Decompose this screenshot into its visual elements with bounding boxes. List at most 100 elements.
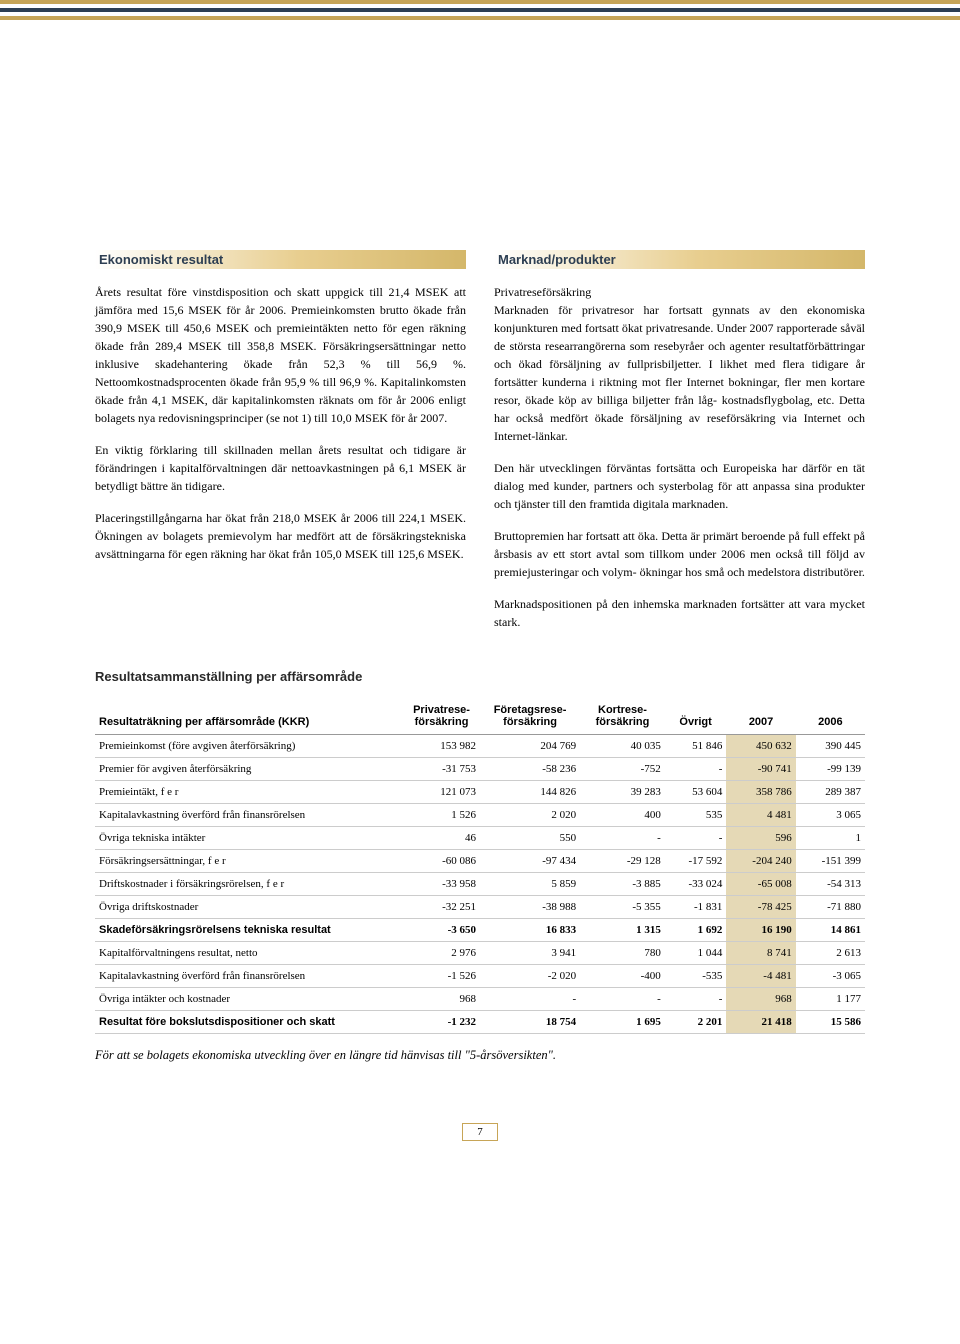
row-value: -: [480, 988, 580, 1011]
row-value: 1 526: [403, 804, 480, 827]
row-value: -2 020: [480, 965, 580, 988]
row-value: 16 833: [480, 919, 580, 942]
row-value: 5 859: [480, 873, 580, 896]
table-row: Resultat före bokslutsdispositioner och …: [95, 1011, 865, 1034]
row-value: 450 632: [726, 735, 795, 758]
row-label: Övriga tekniska intäkter: [95, 827, 403, 850]
row-value: 53 604: [665, 781, 727, 804]
table-row: Övriga intäkter och kostnader968---9681 …: [95, 988, 865, 1011]
table-title: Resultatsammanställning per affärsområde: [95, 669, 865, 684]
table-row: Skadeförsäkringsrörelsens tekniska resul…: [95, 919, 865, 942]
th-ovrigt: Övrigt: [665, 698, 727, 735]
row-value: -78 425: [726, 896, 795, 919]
th-2007: 2007: [726, 698, 795, 735]
row-label: Kapitalavkastning överförd från finansrö…: [95, 965, 403, 988]
row-value: 2 613: [796, 942, 865, 965]
row-label: Övriga driftskostnader: [95, 896, 403, 919]
row-value: -17 592: [665, 850, 727, 873]
heading-ekonomiskt: Ekonomiskt resultat: [95, 250, 466, 269]
row-value: 15 586: [796, 1011, 865, 1034]
row-value: 400: [580, 804, 665, 827]
row-label: Övriga intäkter och kostnader: [95, 988, 403, 1011]
row-value: 18 754: [480, 1011, 580, 1034]
row-value: 1 695: [580, 1011, 665, 1034]
row-value: 2 976: [403, 942, 480, 965]
row-value: -32 251: [403, 896, 480, 919]
row-value: -535: [665, 965, 727, 988]
table-row: Övriga driftskostnader-32 251-38 988-5 3…: [95, 896, 865, 919]
row-value: -3 065: [796, 965, 865, 988]
heading-marknad: Marknad/produkter: [494, 250, 865, 269]
th-kort: Kortrese-försäkring: [580, 698, 665, 735]
left-p2: En viktig förklaring till skillnaden mel…: [95, 441, 466, 495]
row-value: -: [665, 988, 727, 1011]
row-label: Premieintäkt, f e r: [95, 781, 403, 804]
row-value: -1 526: [403, 965, 480, 988]
left-column: Ekonomiskt resultat Årets resultat före …: [95, 250, 466, 645]
row-label: Premieinkomst (före avgiven återförsäkri…: [95, 735, 403, 758]
row-value: -151 399: [796, 850, 865, 873]
row-value: 1 315: [580, 919, 665, 942]
row-value: 39 283: [580, 781, 665, 804]
row-value: -29 128: [580, 850, 665, 873]
row-value: 968: [726, 988, 795, 1011]
row-value: -60 086: [403, 850, 480, 873]
row-value: -1 232: [403, 1011, 480, 1034]
row-value: -3 650: [403, 919, 480, 942]
row-value: -5 355: [580, 896, 665, 919]
row-value: -99 139: [796, 758, 865, 781]
row-value: -90 741: [726, 758, 795, 781]
right-p4: Marknadspositionen på den inhemska markn…: [494, 595, 865, 631]
row-value: 3 065: [796, 804, 865, 827]
row-value: 121 073: [403, 781, 480, 804]
row-value: -400: [580, 965, 665, 988]
right-p1: Marknaden för privatresor har fortsatt g…: [494, 301, 865, 445]
row-value: 535: [665, 804, 727, 827]
table-row: Driftskostnader i försäkringsrörelsen, f…: [95, 873, 865, 896]
row-value: -65 008: [726, 873, 795, 896]
row-label: Skadeförsäkringsrörelsens tekniska resul…: [95, 919, 403, 942]
row-value: -752: [580, 758, 665, 781]
right-column: Marknad/produkter Privatreseförsäkring M…: [494, 250, 865, 645]
row-value: 16 190: [726, 919, 795, 942]
row-value: 2 201: [665, 1011, 727, 1034]
right-p2: Den här utvecklingen förväntas fortsätta…: [494, 459, 865, 513]
row-value: 51 846: [665, 735, 727, 758]
row-value: -: [580, 988, 665, 1011]
row-value: 40 035: [580, 735, 665, 758]
th-label: Resultaträkning per affärsområde (KKR): [95, 698, 403, 735]
row-value: 3 941: [480, 942, 580, 965]
right-sub1: Privatreseförsäkring: [494, 283, 865, 301]
table-row: Kapitalavkastning överförd från finansrö…: [95, 804, 865, 827]
row-value: 1 692: [665, 919, 727, 942]
row-label: Kapitalförvaltningens resultat, netto: [95, 942, 403, 965]
page-number: 7: [95, 1123, 865, 1141]
row-label: Premier för avgiven återförsäkring: [95, 758, 403, 781]
table-row: Premieintäkt, f e r121 073144 82639 2835…: [95, 781, 865, 804]
row-value: 1 044: [665, 942, 727, 965]
row-label: Driftskostnader i försäkringsrörelsen, f…: [95, 873, 403, 896]
row-value: -58 236: [480, 758, 580, 781]
row-value: 204 769: [480, 735, 580, 758]
row-value: -: [665, 827, 727, 850]
table-row: Premieinkomst (före avgiven återförsäkri…: [95, 735, 865, 758]
left-p3: Placeringstillgångarna har ökat från 218…: [95, 509, 466, 563]
two-column-layout: Ekonomiskt resultat Årets resultat före …: [95, 250, 865, 645]
table-footnote: För att se bolagets ekonomiska utvecklin…: [95, 1048, 865, 1063]
row-value: 550: [480, 827, 580, 850]
table-row: Försäkringsersättningar, f e r-60 086-97…: [95, 850, 865, 873]
row-value: -4 481: [726, 965, 795, 988]
row-value: -33 958: [403, 873, 480, 896]
row-value: 153 982: [403, 735, 480, 758]
row-value: 390 445: [796, 735, 865, 758]
row-value: 21 418: [726, 1011, 795, 1034]
row-value: -33 024: [665, 873, 727, 896]
table-row: Kapitalavkastning överförd från finansrö…: [95, 965, 865, 988]
row-label: Kapitalavkastning överförd från finansrö…: [95, 804, 403, 827]
row-value: -38 988: [480, 896, 580, 919]
row-value: 1: [796, 827, 865, 850]
row-value: 780: [580, 942, 665, 965]
row-value: -31 753: [403, 758, 480, 781]
row-value: -: [665, 758, 727, 781]
row-value: -204 240: [726, 850, 795, 873]
